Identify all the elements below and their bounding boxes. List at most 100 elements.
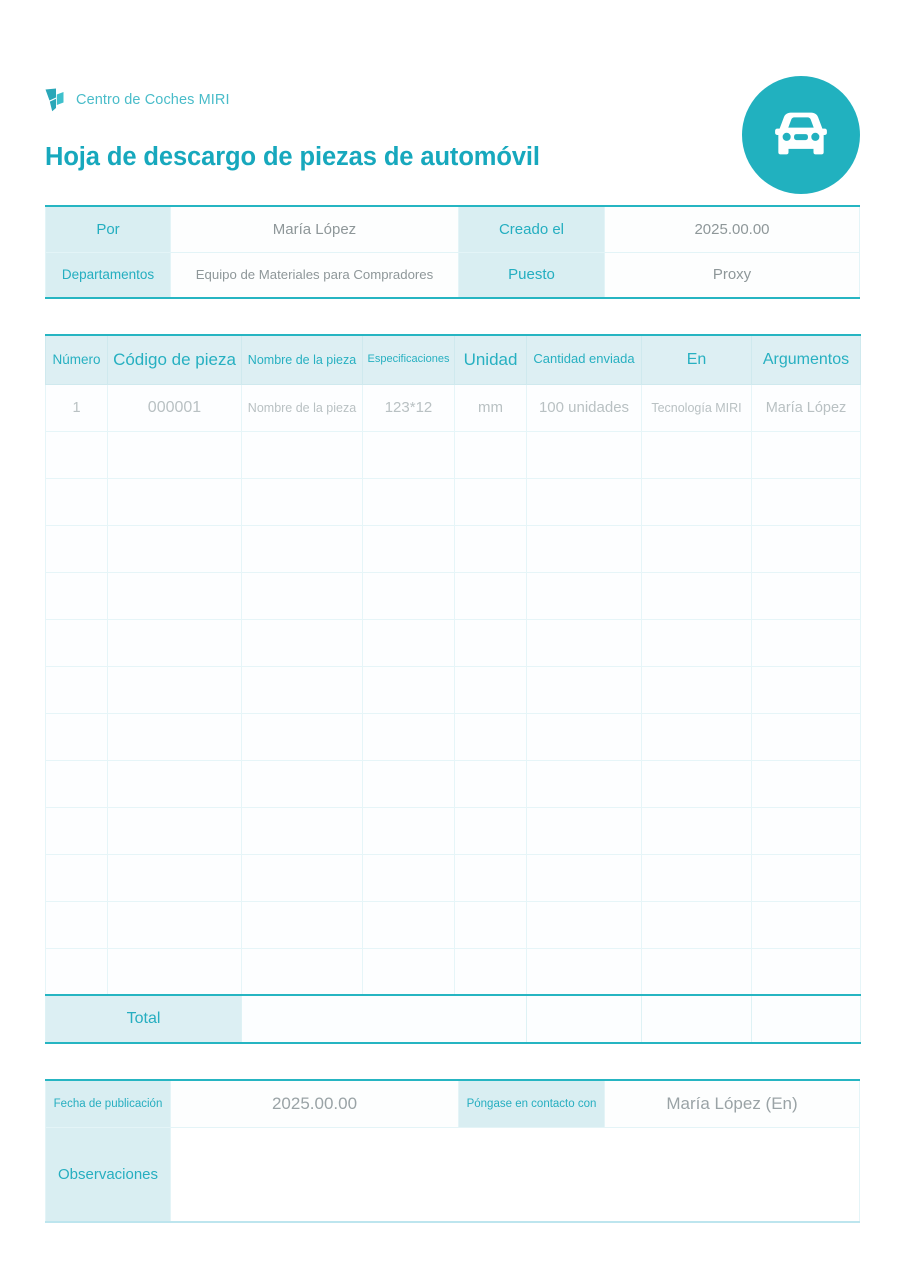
footer-value-pongase-en-contacto-con[interactable]: María López (En) xyxy=(604,1079,860,1128)
cell-empty[interactable] xyxy=(641,947,752,996)
cell-empty[interactable] xyxy=(241,759,363,808)
cell-empty[interactable] xyxy=(454,571,527,620)
footer-value-observaciones[interactable] xyxy=(170,1126,860,1223)
cell-empty[interactable] xyxy=(751,477,861,526)
cell-empty[interactable] xyxy=(454,430,527,479)
cell-empty[interactable] xyxy=(526,571,642,620)
cell-empty[interactable] xyxy=(241,806,363,855)
info-value-creado-el[interactable]: 2025.00.00 xyxy=(604,205,860,253)
cell-empty[interactable] xyxy=(362,947,455,996)
cell-empty[interactable] xyxy=(241,477,363,526)
cell-empty[interactable] xyxy=(454,712,527,761)
cell-empty[interactable] xyxy=(45,618,108,667)
cell-empty[interactable] xyxy=(751,759,861,808)
cell-empty[interactable] xyxy=(45,759,108,808)
cell-empty[interactable] xyxy=(45,571,108,620)
cell-empty[interactable] xyxy=(454,900,527,949)
cell-numero[interactable]: 1 xyxy=(45,383,108,432)
cell-empty[interactable] xyxy=(362,853,455,902)
footer-value-fecha-de-publicacion[interactable]: 2025.00.00 xyxy=(170,1079,459,1128)
cell-codigo-de-pieza[interactable]: 000001 xyxy=(107,383,242,432)
total-value-en[interactable] xyxy=(641,994,752,1044)
cell-empty[interactable] xyxy=(45,947,108,996)
cell-empty[interactable] xyxy=(107,477,242,526)
cell-empty[interactable] xyxy=(641,900,752,949)
cell-empty[interactable] xyxy=(45,853,108,902)
cell-empty[interactable] xyxy=(107,900,242,949)
cell-argumentos[interactable]: María López xyxy=(751,383,861,432)
cell-empty[interactable] xyxy=(362,665,455,714)
cell-empty[interactable] xyxy=(45,477,108,526)
cell-empty[interactable] xyxy=(641,618,752,667)
cell-empty[interactable] xyxy=(362,806,455,855)
cell-empty[interactable] xyxy=(241,900,363,949)
cell-empty[interactable] xyxy=(641,806,752,855)
total-value-spacer[interactable] xyxy=(241,994,527,1044)
total-value-cantidad[interactable] xyxy=(526,994,642,1044)
cell-empty[interactable] xyxy=(362,571,455,620)
cell-empty[interactable] xyxy=(751,947,861,996)
cell-empty[interactable] xyxy=(526,806,642,855)
cell-empty[interactable] xyxy=(641,477,752,526)
total-value-argumentos[interactable] xyxy=(751,994,861,1044)
cell-empty[interactable] xyxy=(362,524,455,573)
cell-empty[interactable] xyxy=(241,947,363,996)
cell-empty[interactable] xyxy=(241,665,363,714)
cell-empty[interactable] xyxy=(107,853,242,902)
cell-empty[interactable] xyxy=(45,712,108,761)
cell-empty[interactable] xyxy=(751,900,861,949)
cell-empty[interactable] xyxy=(362,430,455,479)
cell-empty[interactable] xyxy=(641,712,752,761)
cell-empty[interactable] xyxy=(454,947,527,996)
cell-empty[interactable] xyxy=(107,665,242,714)
cell-empty[interactable] xyxy=(45,524,108,573)
cell-empty[interactable] xyxy=(641,430,752,479)
cell-empty[interactable] xyxy=(526,524,642,573)
cell-empty[interactable] xyxy=(641,853,752,902)
cell-empty[interactable] xyxy=(526,712,642,761)
cell-empty[interactable] xyxy=(241,712,363,761)
cell-empty[interactable] xyxy=(45,806,108,855)
cell-empty[interactable] xyxy=(362,712,455,761)
cell-empty[interactable] xyxy=(526,477,642,526)
cell-nombre-de-la-pieza[interactable]: Nombre de la pieza xyxy=(241,383,363,432)
cell-empty[interactable] xyxy=(751,806,861,855)
cell-empty[interactable] xyxy=(751,430,861,479)
cell-empty[interactable] xyxy=(362,759,455,808)
cell-en[interactable]: Tecnología MIRI xyxy=(641,383,752,432)
info-value-departamentos[interactable]: Equipo de Materiales para Compradores xyxy=(170,251,459,299)
cell-empty[interactable] xyxy=(107,618,242,667)
cell-empty[interactable] xyxy=(751,712,861,761)
cell-empty[interactable] xyxy=(454,618,527,667)
cell-empty[interactable] xyxy=(454,665,527,714)
cell-empty[interactable] xyxy=(526,947,642,996)
cell-empty[interactable] xyxy=(241,524,363,573)
info-value-puesto[interactable]: Proxy xyxy=(604,251,860,299)
cell-empty[interactable] xyxy=(107,759,242,808)
cell-empty[interactable] xyxy=(641,571,752,620)
cell-empty[interactable] xyxy=(751,853,861,902)
cell-empty[interactable] xyxy=(362,900,455,949)
info-value-por[interactable]: María López xyxy=(170,205,459,253)
cell-empty[interactable] xyxy=(107,806,242,855)
cell-unidad[interactable]: mm xyxy=(454,383,527,432)
cell-empty[interactable] xyxy=(454,524,527,573)
cell-empty[interactable] xyxy=(45,900,108,949)
cell-empty[interactable] xyxy=(454,853,527,902)
cell-empty[interactable] xyxy=(526,900,642,949)
cell-empty[interactable] xyxy=(45,430,108,479)
cell-empty[interactable] xyxy=(107,947,242,996)
cell-empty[interactable] xyxy=(751,618,861,667)
cell-empty[interactable] xyxy=(526,665,642,714)
cell-empty[interactable] xyxy=(107,524,242,573)
cell-empty[interactable] xyxy=(241,571,363,620)
cell-empty[interactable] xyxy=(107,430,242,479)
cell-empty[interactable] xyxy=(45,665,108,714)
cell-empty[interactable] xyxy=(454,759,527,808)
cell-empty[interactable] xyxy=(362,477,455,526)
cell-empty[interactable] xyxy=(641,759,752,808)
cell-empty[interactable] xyxy=(107,571,242,620)
cell-empty[interactable] xyxy=(751,571,861,620)
cell-empty[interactable] xyxy=(454,806,527,855)
cell-especificaciones[interactable]: 123*12 xyxy=(362,383,455,432)
